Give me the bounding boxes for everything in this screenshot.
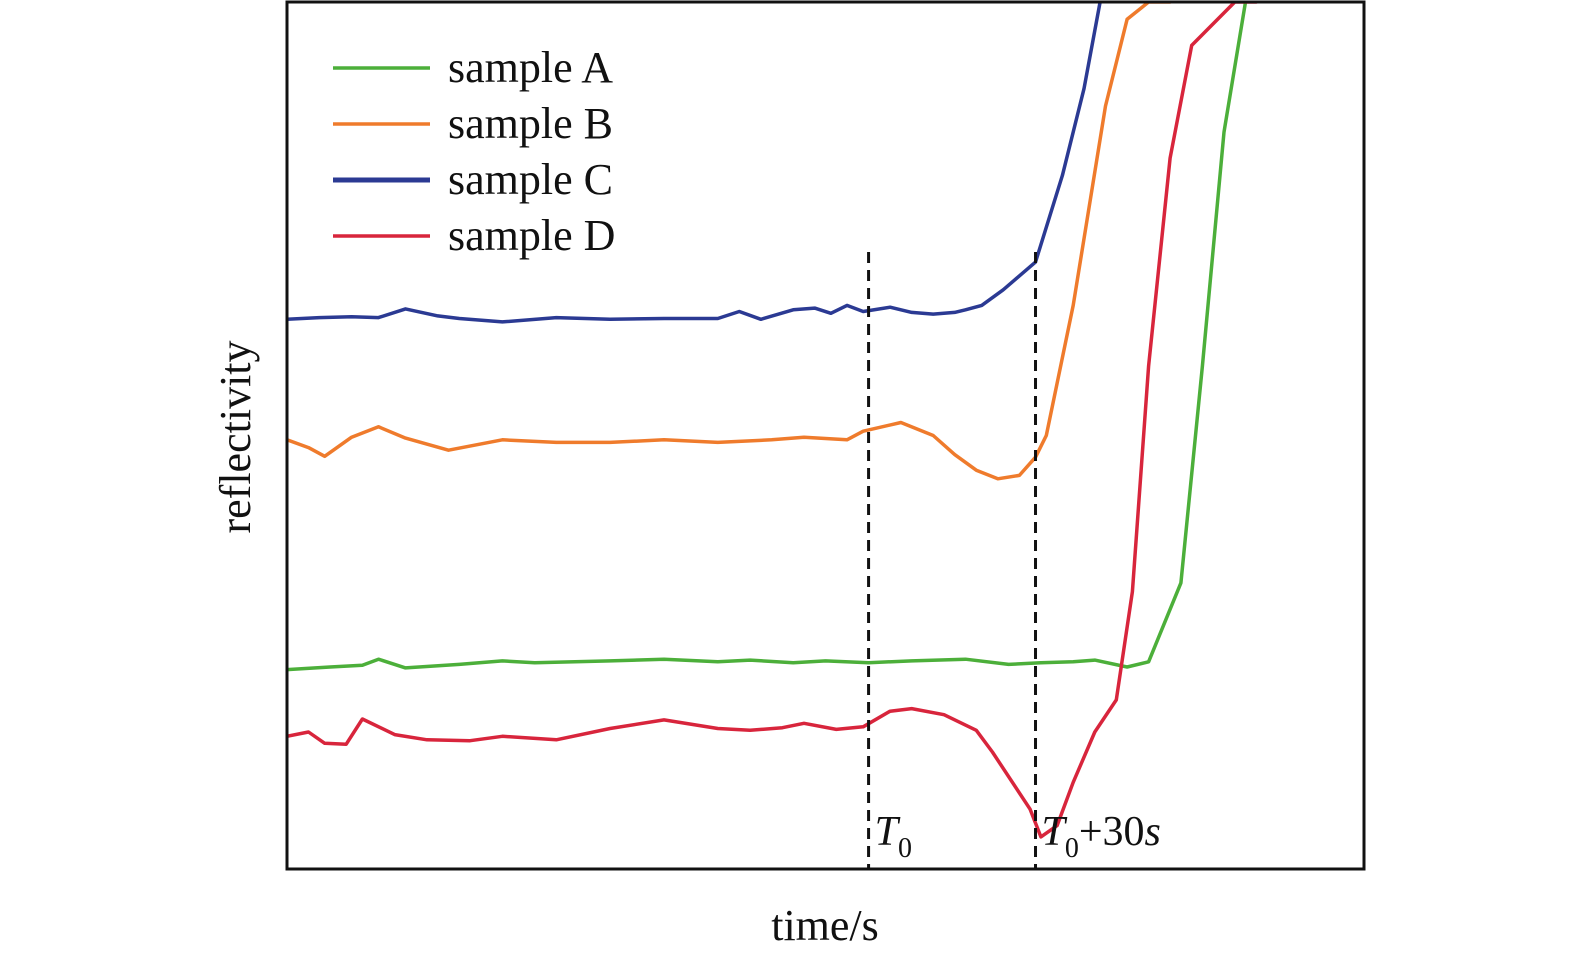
legend: sample A sample B sample C sample D bbox=[333, 43, 615, 260]
series-line-sample-d bbox=[287, 2, 1259, 839]
plot-frame bbox=[285, 0, 1366, 871]
legend-label-sample-c: sample C bbox=[448, 155, 613, 204]
annotation-layer: T0 T0+30s bbox=[867, 252, 1161, 869]
legend-label-sample-b: sample B bbox=[448, 99, 613, 148]
series-line-sample-b bbox=[287, 2, 1172, 481]
legend-label-sample-a: sample A bbox=[448, 43, 613, 92]
series-layer bbox=[287, 2, 1259, 839]
series-line-sample-c bbox=[287, 2, 1102, 324]
vline-label-2: T0+30s bbox=[1042, 809, 1161, 864]
series-line-sample-a bbox=[287, 2, 1248, 672]
y-axis-title: reflectivity bbox=[211, 340, 260, 533]
legend-label-sample-d: sample D bbox=[448, 211, 615, 260]
vline-label-1: T0 bbox=[875, 809, 912, 864]
x-axis-title: time/s bbox=[771, 901, 879, 950]
